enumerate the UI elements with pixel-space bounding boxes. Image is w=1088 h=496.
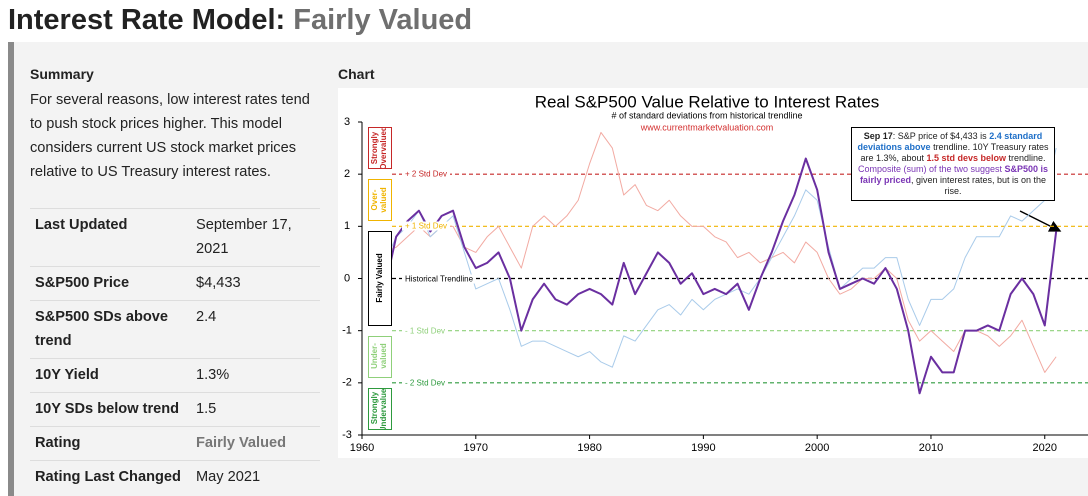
series-line [384,147,1057,368]
row-label: 10Y Yield [30,358,191,393]
row-value: 1.3% [191,358,320,393]
annotation-part: Sep 17 [863,131,893,141]
annotation-part: : S&P price of $4,433 is [892,131,990,141]
row-label: S&P500 Price [30,266,191,301]
x-tick-label: 1990 [691,442,715,454]
annotation-part: trendline. 10Y Treasury rates are 1.3%, … [860,142,1049,163]
summary-heading: Summary [30,66,94,82]
y-tick-label: -2 [342,377,352,389]
zone-label: Strongly Overvalued [370,127,389,170]
chart-svg: Real S&P500 Value Relative to Interest R… [342,92,1088,454]
series-line [383,157,1058,395]
reference-label: - 2 Std Dev [402,378,449,388]
chart: Real S&P500 Value Relative to Interest R… [338,88,1088,458]
y-tick-label: 1 [344,220,350,232]
annotation: Sep 17: S&P price of $4,433 is 2.4 stand… [851,127,1055,201]
annotation-arrow [1019,210,1062,232]
y-tick-label: -3 [342,429,352,441]
row-label: Last Updated [30,208,191,267]
zone-box: Fairly Valued [368,231,392,326]
zone-box: Strongly Overvalued [368,127,392,170]
row-value: $4,433 [191,266,320,301]
row-label: Rating Last Changed [30,460,191,494]
table-row: Rating Last Changed May 2021 [30,460,320,494]
page-title: Interest Rate Model: Fairly Valued [8,4,472,37]
annotation-part: 2.4 standard deviations above [857,131,1043,152]
row-value: 2.4 [191,300,320,359]
y-tick-label: 0 [344,272,350,284]
table-row: Rating Fairly Valued [30,426,320,461]
annotation-part: trendline. [1006,153,1046,163]
title-text: Interest Rate Model: [8,4,286,36]
table-row: S&P500 Price $4,433 [30,266,320,301]
reference-label: + 2 Std Dev [402,169,451,179]
row-label: S&P500 SDs above trend [30,300,191,359]
title-status: Fairly Valued [293,4,473,36]
x-tick-label: 2020 [1033,442,1057,454]
table-row: S&P500 SDs above trend 2.4 [30,300,320,359]
row-label: Rating [30,426,191,461]
annotation-part: , given interest rates, but is on the ri… [910,175,1047,196]
series-line [384,131,1057,373]
zone-label: Strongly Undervalued [370,387,389,430]
zone-box: Over-valued [368,179,392,222]
row-value: September 17, 2021 [191,208,320,267]
y-tick-label: -1 [342,325,352,337]
reference-label: Historical Trendline [402,274,477,283]
annotation-part: Composite (sum) of the two suggest [857,164,1005,174]
annotation-part: 1.5 std devs below [926,153,1007,163]
summary-text: For several reasons, low interest rates … [30,92,310,180]
chart-heading: Chart [338,66,375,82]
y-tick-label: 2 [344,168,350,180]
zone-box: Strongly Undervalued [368,387,392,430]
reference-label: + 1 Std Dev [402,221,451,231]
row-value: Fairly Valued [191,426,320,461]
x-tick-label: 1960 [350,442,374,454]
zone-label: Under-valued [370,343,389,370]
chart-subtitle: # of standard deviations from historical… [611,110,802,120]
zone-label: Over-valued [370,187,389,213]
table-row: 10Y Yield 1.3% [30,358,320,393]
x-tick-label: 1970 [464,442,488,454]
y-tick-label: 3 [344,116,350,128]
zone-label: Fairly Valued [375,253,385,303]
annotation-part: S&P500 is fairly priced [859,164,1049,185]
chart-title: Real S&P500 Value Relative to Interest R… [535,92,880,111]
row-label: 10Y SDs below trend [30,392,191,427]
row-value: 1.5 [191,392,320,427]
zone-box: Under-valued [368,335,392,378]
table-row: Last Updated September 17, 2021 [30,208,320,267]
row-value: May 2021 [191,460,320,494]
x-tick-label: 1980 [577,442,601,454]
reference-label: - 1 Std Dev [402,326,449,336]
x-tick-label: 2000 [805,442,829,454]
x-tick-label: 2010 [919,442,943,454]
info-table: Last Updated September 17, 2021 S&P500 Pri… [30,208,320,494]
chart-source: www.currentmarketvaluation.com [640,122,774,132]
table-row: 10Y SDs below trend 1.5 [30,392,320,427]
